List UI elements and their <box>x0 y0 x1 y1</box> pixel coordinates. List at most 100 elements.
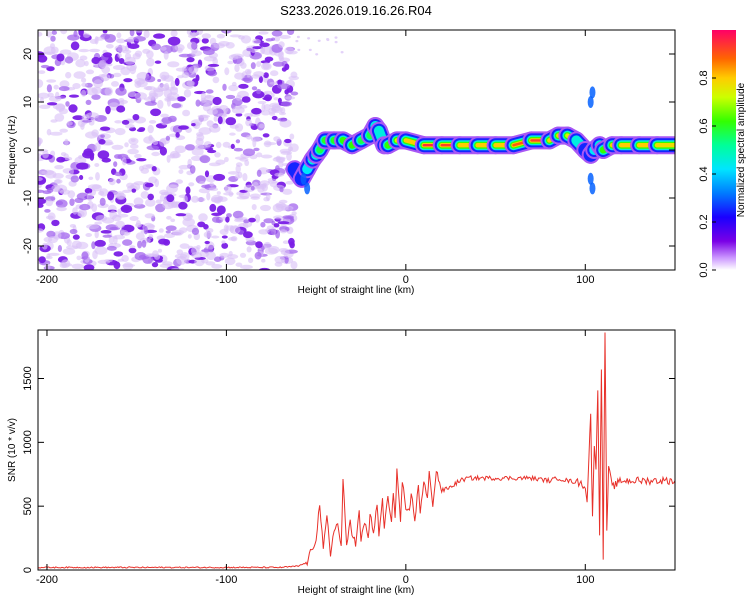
noise-blob <box>280 205 294 211</box>
noise-blob <box>154 60 162 64</box>
noise-blob <box>175 132 180 138</box>
noise-blob <box>290 91 299 96</box>
noise-blob <box>118 98 125 103</box>
noise-blob <box>121 119 130 125</box>
noise-blob <box>232 210 244 219</box>
noise-blob <box>166 215 172 220</box>
noise-blob <box>64 56 74 64</box>
noise-blob <box>176 96 186 102</box>
noise-blob <box>216 191 221 195</box>
noise-blob <box>153 33 166 39</box>
noise-blob <box>334 40 338 44</box>
noise-blob <box>129 30 135 37</box>
noise-blob <box>258 123 265 129</box>
noise-blob <box>225 42 235 49</box>
noise-blob <box>158 238 169 245</box>
noise-blob <box>212 57 218 66</box>
noise-blob <box>185 186 191 195</box>
noise-blob <box>107 191 115 201</box>
y-tick-label: 10 <box>22 96 34 108</box>
noise-blob <box>117 258 125 262</box>
noise-blob <box>228 250 233 257</box>
noise-blob <box>116 38 126 44</box>
noise-blob <box>105 105 111 115</box>
noise-blob <box>217 116 223 125</box>
noise-blob <box>261 258 266 263</box>
noise-blob <box>122 263 136 268</box>
noise-blob <box>55 200 64 206</box>
noise-blob <box>79 175 84 180</box>
noise-blob <box>326 38 330 41</box>
noise-blob <box>191 50 202 57</box>
noise-blob <box>89 39 98 44</box>
chart-title: S233.2026.019.16.26.R04 <box>280 3 432 18</box>
noise-blob <box>240 35 252 44</box>
noise-blob <box>55 103 66 112</box>
noise-blob <box>174 44 185 52</box>
noise-blob <box>152 140 159 146</box>
noise-blob <box>236 195 249 200</box>
noise-blob <box>43 51 55 55</box>
noise-blob <box>91 94 101 100</box>
noise-blob <box>53 84 59 90</box>
noise-blob <box>282 240 290 244</box>
noise-blob <box>205 228 214 233</box>
noise-blob <box>114 154 122 159</box>
noise-blob <box>151 151 161 157</box>
noise-blob <box>243 231 253 239</box>
noise-blob <box>163 75 174 82</box>
noise-blob <box>71 240 82 249</box>
noise-blob <box>130 143 139 149</box>
noise-blob <box>102 52 112 58</box>
noise-blob <box>261 103 266 112</box>
noise-blob <box>87 184 101 190</box>
noise-blob <box>72 83 81 89</box>
noise-blob <box>133 181 145 186</box>
noise-blob <box>104 34 116 43</box>
noise-blob <box>117 52 122 58</box>
noise-blob <box>134 81 142 88</box>
noise-blob <box>233 147 243 152</box>
noise-blob <box>170 218 176 223</box>
noise-blob <box>284 89 290 95</box>
noise-blob <box>78 48 90 53</box>
noise-blob <box>223 192 234 196</box>
noise-blob <box>183 89 192 98</box>
noise-blob <box>295 39 299 43</box>
noise-blob <box>248 257 254 264</box>
noise-blob <box>84 187 93 194</box>
noise-blob <box>98 59 107 69</box>
noise-blob <box>104 259 113 263</box>
noise-blob <box>51 30 57 35</box>
noise-blob <box>238 83 249 89</box>
noise-blob <box>284 46 295 55</box>
noise-blob <box>225 94 236 100</box>
noise-blob <box>38 70 46 74</box>
noise-blob <box>86 112 99 119</box>
noise-blob <box>76 255 82 261</box>
noise-blob <box>174 77 180 87</box>
noise-blob <box>164 233 175 239</box>
noise-blob <box>94 142 101 152</box>
noise-blob <box>100 230 112 234</box>
noise-blob <box>149 120 157 124</box>
noise-blob <box>246 47 252 52</box>
noise-blob <box>120 230 129 235</box>
noise-blob <box>267 231 275 235</box>
noise-blob <box>167 36 181 46</box>
noise-blob <box>59 128 68 133</box>
noise-blob <box>169 184 179 188</box>
noise-blob <box>206 192 211 201</box>
noise-blob <box>38 177 43 181</box>
noise-blob <box>65 71 72 79</box>
noise-blob <box>229 225 234 234</box>
noise-blob <box>94 239 106 248</box>
noise-blob <box>196 30 203 35</box>
noise-blob <box>69 224 76 228</box>
noise-blob <box>275 229 280 239</box>
noise-blob <box>74 197 84 203</box>
noise-blob <box>100 73 111 82</box>
noise-blob <box>201 33 212 39</box>
noise-blob <box>317 39 321 42</box>
noise-blob <box>145 86 153 91</box>
